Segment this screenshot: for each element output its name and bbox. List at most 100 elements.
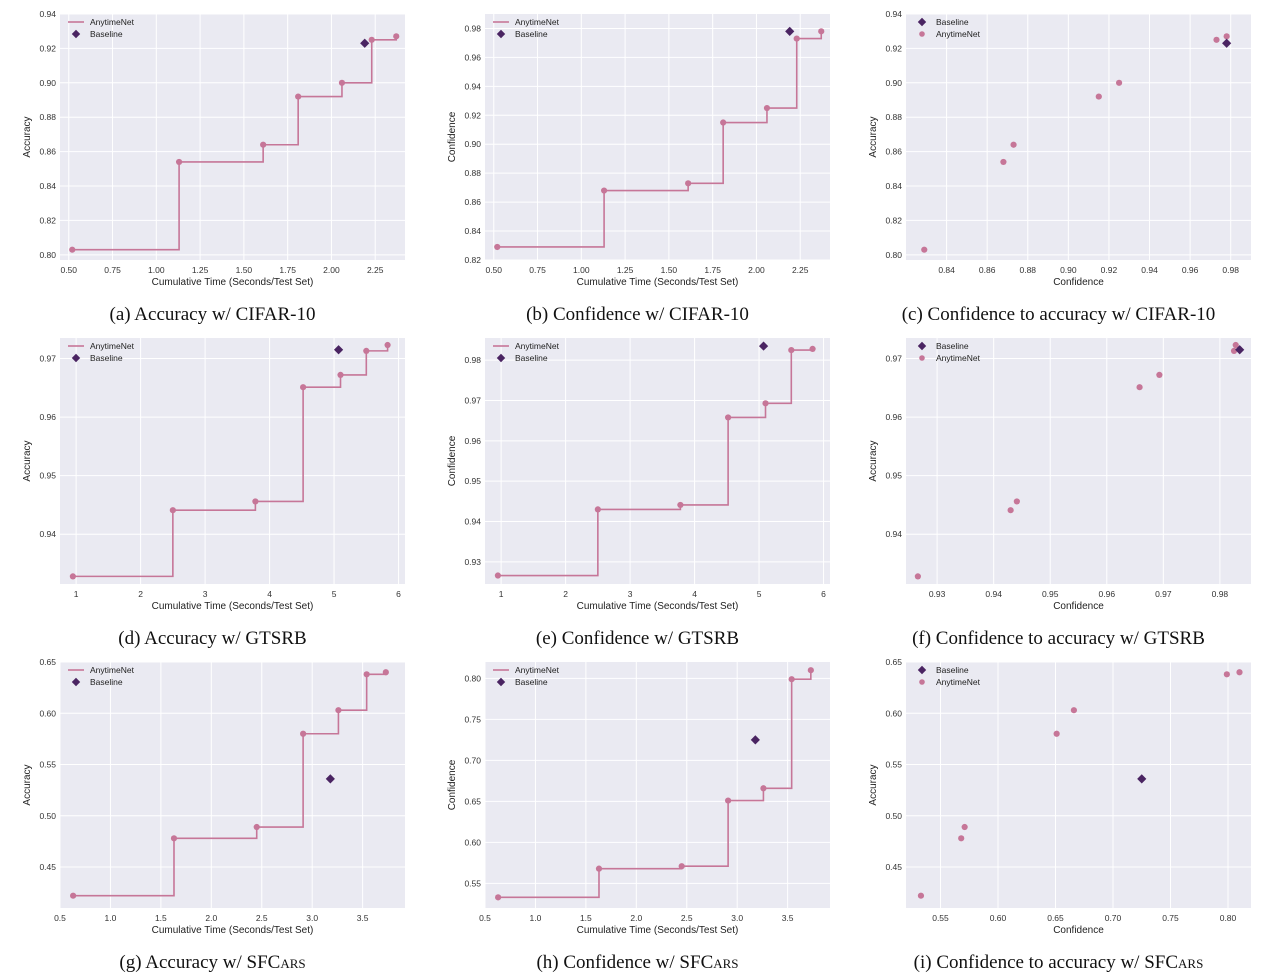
anytimenet-point [917, 892, 925, 899]
legend-label: AnytimeNet [936, 29, 981, 39]
legend: Baseline AnytimeNet [917, 341, 981, 363]
x-tick-label: 0.98 [1212, 589, 1229, 599]
legend-label: AnytimeNet [936, 353, 981, 363]
baseline-point [785, 26, 795, 36]
legend-baseline-swatch [917, 665, 927, 675]
y-tick-label: 0.97 [885, 354, 902, 364]
x-tick-label: 3.0 [731, 913, 743, 923]
y-axis: 0.93 0.94 0.95 0.96 0.97 0.98 [464, 355, 481, 567]
x-tick-label: 0.50 [485, 265, 502, 275]
anytimenet-point [1223, 33, 1230, 40]
plot-area [485, 14, 830, 260]
series-marks [69, 341, 391, 580]
x-axis-label: Cumulative Time (Seconds/Test Set) [152, 601, 314, 612]
legend-label: Baseline [936, 341, 969, 351]
anytimenet-point [594, 506, 601, 513]
x-tick-label: 2.00 [323, 265, 340, 275]
legend-label: AnytimeNet [90, 665, 135, 675]
anytimenet-point [720, 119, 727, 126]
y-tick-label: 0.84 [39, 181, 56, 191]
y-tick-label: 0.88 [39, 112, 56, 122]
anytimenet-point [763, 104, 771, 112]
legend: AnytimeNet Baseline [68, 665, 135, 687]
x-tick-label: 0.92 [1101, 265, 1118, 275]
anytimenet-point [788, 346, 795, 354]
caption-text: (a) Accuracy w/ CIFAR-10 [109, 304, 316, 325]
y-tick-label: 0.90 [464, 139, 481, 149]
caption-text: (g) Accuracy w/ SF [119, 952, 268, 973]
y-tick-label: 0.98 [464, 355, 481, 365]
anytimenet-point [807, 667, 814, 674]
anytimenet-point [818, 28, 825, 35]
x-tick-label: 0.94 [1141, 265, 1158, 275]
x-axis: 1 2 3 4 5 6 [74, 589, 401, 599]
y-tick-label: 0.97 [39, 354, 56, 364]
x-axis: 0.5 1.0 1.5 2.0 2.5 3.0 3.5 [479, 913, 794, 923]
caption-dataset-smallcaps: Cars [267, 952, 306, 973]
anytimenet-point [677, 501, 684, 509]
y-tick-label: 0.55 [885, 760, 902, 770]
anytimenet-point [793, 35, 800, 42]
anytimenet-point [788, 676, 795, 683]
x-tick-label: 1.50 [236, 265, 253, 275]
y-axis: 0.82 0.84 0.86 0.88 0.90 0.92 0.94 0.96 0.98 [464, 23, 481, 265]
legend: AnytimeNet Baseline [68, 17, 135, 39]
x-tick-label: 1 [74, 589, 79, 599]
x-tick-label: 0.90 [1060, 265, 1077, 275]
x-tick-label: 0.70 [1105, 913, 1122, 923]
anytimenet-point [494, 572, 501, 579]
legend-anytimenet-swatch [919, 679, 925, 685]
anytimenet-point [678, 863, 685, 870]
y-tick-label: 0.95 [464, 476, 481, 486]
chart-caption: (e) Confidence w/ GTSRB [435, 628, 840, 650]
x-tick-label: 0.75 [529, 265, 546, 275]
y-axis-label: Confidence [447, 435, 458, 486]
x-tick-label: 2.25 [792, 265, 809, 275]
y-tick-label: 0.94 [39, 9, 56, 19]
x-axis-label: Confidence [1053, 277, 1104, 288]
chart-caption: (f) Confidence to accuracy w/ GTSRB [856, 628, 1261, 650]
anytimenet-point [921, 246, 928, 253]
caption-text: (b) Confidence w/ CIFAR-10 [526, 304, 749, 325]
x-axis: 1 2 3 4 5 6 [499, 589, 826, 599]
x-tick-label: 0.96 [1099, 589, 1116, 599]
legend: AnytimeNet Baseline [493, 341, 560, 363]
x-tick-label: 0.97 [1155, 589, 1172, 599]
chart-h: 0.5 1.0 1.5 2.0 2.5 3.0 3.5 0.55 0.60 0.65 0.70 0.7… [447, 662, 830, 936]
y-tick-label: 0.94 [885, 529, 902, 539]
legend-label: Baseline [515, 353, 548, 363]
anytimenet-point [1115, 79, 1123, 86]
caption-text: (e) Confidence w/ GTSRB [535, 628, 740, 649]
legend-anytimenet-swatch [919, 31, 925, 37]
y-tick-label: 0.65 [885, 657, 902, 667]
chart-f: 0.93 0.94 0.95 0.96 0.97 0.98 0.94 0.95 0.96 0.97… [868, 338, 1251, 612]
y-axis: 0.45 0.50 0.55 0.60 0.65 [885, 657, 902, 872]
anytimenet-point [495, 894, 502, 901]
x-tick-label: 1.75 [704, 265, 721, 275]
plot-area [60, 662, 405, 908]
anytimenet-point [175, 158, 183, 166]
y-tick-label: 0.84 [464, 226, 481, 236]
anytimenet-point [169, 507, 176, 514]
x-tick-label: 0.98 [1222, 265, 1239, 275]
x-tick-label: 4 [267, 589, 272, 599]
plot-area [906, 338, 1251, 584]
y-tick-label: 0.84 [885, 181, 902, 191]
plot-area [60, 14, 405, 260]
chart-panel-a: 0.50 0.75 1.00 1.25 1.50 1.75 2.00 2.25 0.80 0.82… [10, 8, 415, 325]
y-axis: 0.94 0.95 0.96 0.97 [885, 354, 902, 540]
y-axis: 0.45 0.50 0.55 0.60 0.65 [39, 657, 56, 872]
chart-panel-g: 0.5 1.0 1.5 2.0 2.5 3.0 3.5 0.45 0.50 0.55 0.60 0.6… [10, 656, 415, 973]
x-tick-label: 1.00 [573, 265, 590, 275]
caption-text: (c) Confidence to accuracy w/ CIFAR-10 [901, 304, 1216, 325]
legend-label: AnytimeNet [515, 665, 560, 675]
x-tick-label: 1.25 [617, 265, 634, 275]
chart-panel-d: 1 2 3 4 5 6 0.94 0.95 0.96 0.97 Cumulative Time (S… [10, 332, 415, 649]
anytimenet-point [69, 573, 76, 580]
x-tick-label: 1.00 [148, 265, 165, 275]
y-tick-label: 0.88 [885, 112, 902, 122]
y-tick-label: 0.97 [464, 396, 481, 406]
y-axis: 0.80 0.82 0.84 0.86 0.88 0.90 0.92 0.94 [39, 9, 56, 260]
anytimenet-point [69, 246, 76, 253]
